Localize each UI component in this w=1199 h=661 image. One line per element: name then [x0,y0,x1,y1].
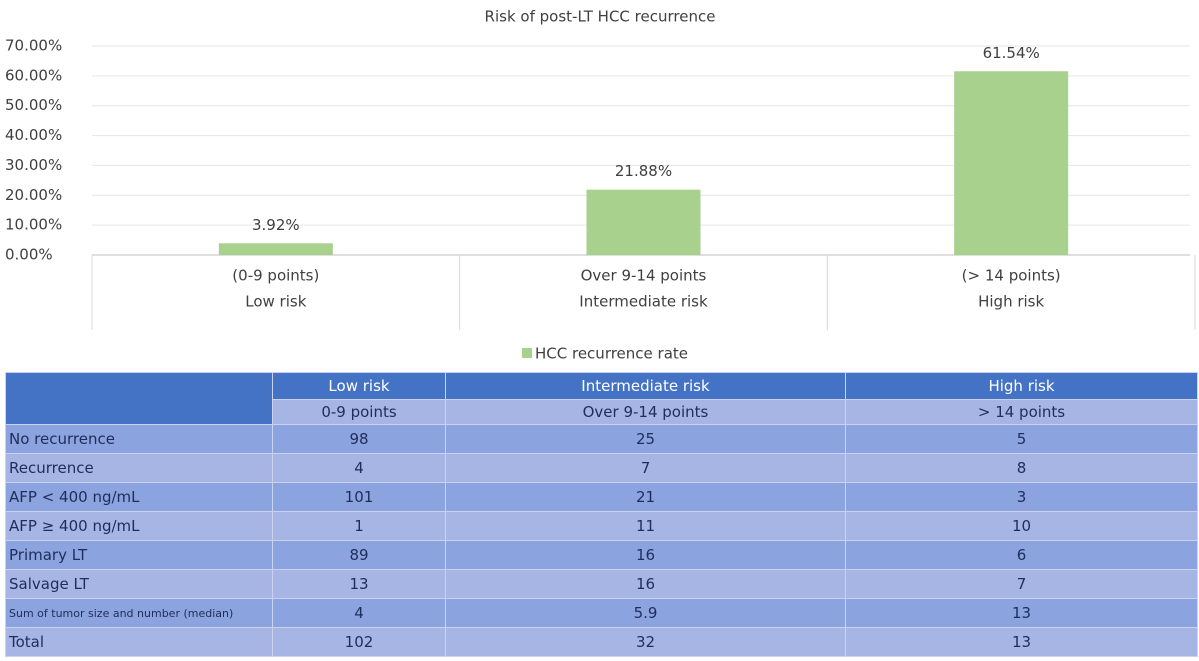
table-cell: 98 [272,424,446,454]
x-tick-label: Over 9-14 points [581,267,707,285]
table-row: Total 102 32 13 [5,627,1198,657]
table-row: 0-9 points Over 9-14 points > 14 points [6,399,1198,425]
table-row: Recurrence 4 7 8 [5,453,1198,483]
table-cell: 13 [845,627,1198,657]
table-cell: 4 [272,598,446,628]
y-tick-label: 10.00% [5,216,62,234]
table-cell: Low risk [272,372,446,400]
x-tick-label: High risk [978,293,1044,311]
table-cell: 13 [845,598,1198,628]
y-tick-label: 70.00% [5,37,62,55]
table-cell: Recurrence [5,453,273,483]
y-tick-label: 30.00% [5,156,62,174]
table-cell: 1 [272,511,446,541]
table-cell: 13 [272,569,446,599]
table-cell: 32 [445,627,846,657]
x-tick-label: (0-9 points) [232,267,319,285]
table-cell: 5.9 [445,598,846,628]
table-cell: 0-9 points [272,399,446,425]
y-tick-label: 50.00% [5,96,62,114]
table-cell: Sum of tumor size and number (median) [5,598,273,628]
table-row: Low risk Intermediate risk High risk [5,372,1198,425]
table-cell: 11 [445,511,846,541]
x-tick-label: Intermediate risk [579,293,708,311]
legend-label: HCC recurrence rate [535,345,688,363]
table-cell: 6 [845,540,1198,570]
table-cell: 5 [845,424,1198,454]
y-tick-label: 60.00% [5,66,62,84]
value-label: 61.54% [983,44,1040,62]
table-cell: Total [5,627,273,657]
table-cell [5,372,273,425]
legend-swatch [522,348,532,358]
bar [954,71,1069,255]
table-cell: 16 [445,540,846,570]
table-row: Primary LT 89 16 6 [5,540,1198,570]
y-tick-label: 40.00% [5,126,62,144]
table-row: Sum of tumor size and number (median) 4 5.… [5,598,1198,628]
x-tick-label: (> 14 points) [962,267,1061,285]
table-row: AFP < 400 ng/mL 101 21 3 [5,482,1198,512]
chart: Risk of post-LT HCC recurrence 0.00% 10.0… [5,8,1196,363]
value-label: 21.88% [615,162,672,180]
table-cell: 10 [845,511,1198,541]
chart-title: Risk of post-LT HCC recurrence [485,8,716,26]
table-cell: 16 [445,569,846,599]
bar [218,243,333,255]
table-cell: 102 [272,627,446,657]
x-tick-label: Low risk [245,293,306,311]
bar [586,189,701,255]
table-cell: Over 9-14 points [445,399,846,425]
table-cell: Intermediate risk [445,372,846,400]
data-table: Low risk Intermediate risk High risk 0-9 po… [5,372,1198,657]
table-cell: > 14 points [845,399,1198,425]
table-cell: No recurrence [5,424,273,454]
table-cell: 25 [445,424,846,454]
table-cell: AFP < 400 ng/mL [5,482,273,512]
table-cell: 21 [445,482,846,512]
table-cell: 89 [272,540,446,570]
table-row: AFP ≥ 400 ng/mL 1 11 10 [5,511,1198,541]
table-cell: 3 [845,482,1198,512]
table-cell: 7 [845,569,1198,599]
table-cell: 8 [845,453,1198,483]
y-tick-label: 0.00% [5,246,53,264]
table-cell: Primary LT [5,540,273,570]
table-cell: 4 [272,453,446,483]
y-tick-label: 20.00% [5,186,62,204]
table-cell: 101 [272,482,446,512]
table-cell: 7 [445,453,846,483]
table-row: No recurrence 98 25 5 [5,424,1198,454]
table-cell: Salvage LT [5,569,273,599]
table-cell: High risk [845,372,1198,400]
value-label: 3.92% [252,216,300,234]
table-row: Salvage LT 13 16 7 [5,569,1198,599]
table-cell: AFP ≥ 400 ng/mL [5,511,273,541]
